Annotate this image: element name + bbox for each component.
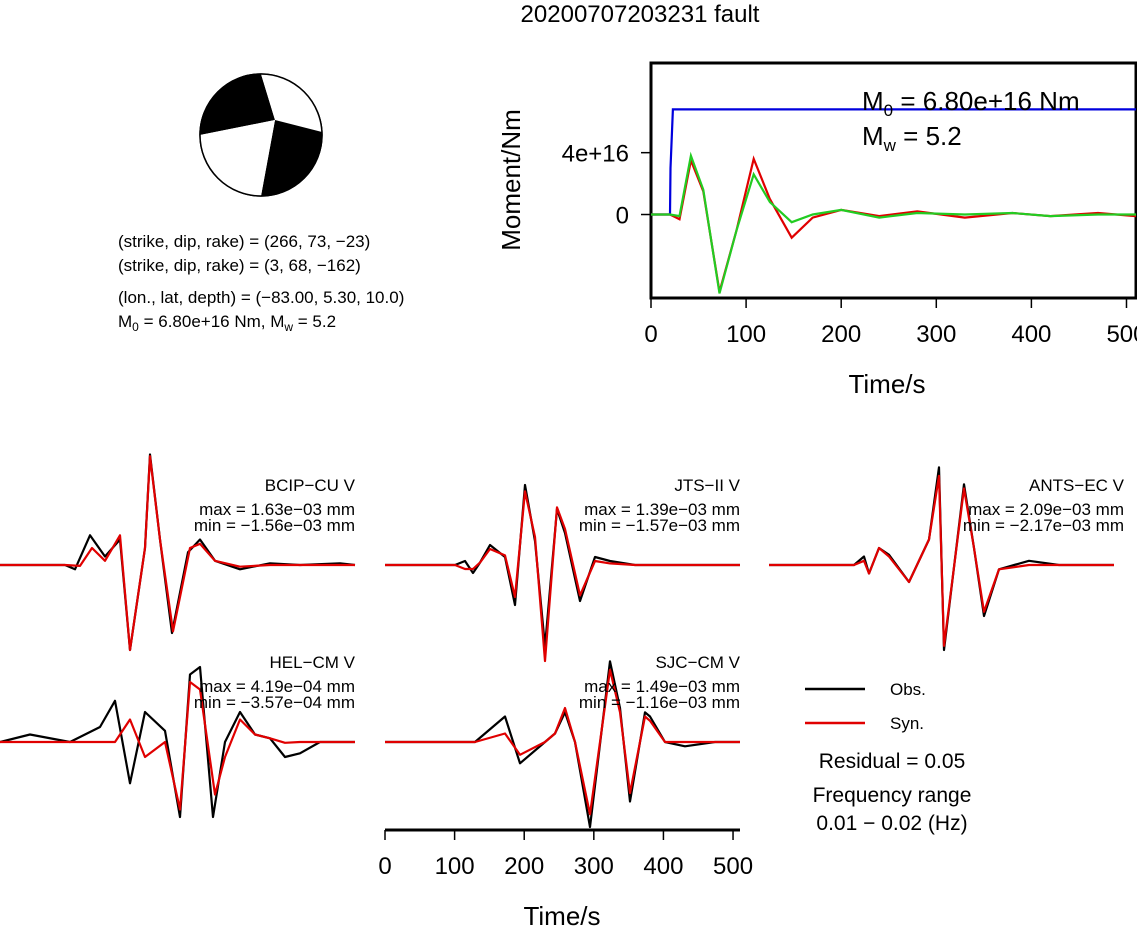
synthetic-trace bbox=[385, 490, 740, 663]
synthetic-trace bbox=[0, 680, 355, 811]
moment-mw-label: Mw = 5.2 bbox=[862, 121, 962, 155]
station-max: max = 1.39e−03 mm bbox=[584, 500, 740, 519]
waveform-axis-tick-label: 200 bbox=[504, 853, 544, 880]
station-min: min = −1.57e−03 mm bbox=[579, 516, 740, 535]
moment-plot-frame bbox=[649, 61, 1137, 300]
moment-x-tick-label: 100 bbox=[726, 321, 766, 348]
cumulative-moment-line bbox=[651, 108, 1136, 216]
moment-oscillation-green bbox=[651, 151, 1136, 294]
waveform-x-axis-label: Time/s bbox=[523, 901, 600, 927]
hypocenter-location: (lon., lat, depth) = (−83.00, 5.30, 10.0… bbox=[118, 288, 404, 307]
waveform-axis-tick-label: 0 bbox=[378, 853, 391, 880]
station-name: ANTS−EC V bbox=[1029, 476, 1125, 495]
station-min: min = −1.56e−03 mm bbox=[194, 516, 355, 535]
moment-x-tick-label: 500 bbox=[1106, 321, 1137, 348]
frequency-range-title: Frequency range bbox=[813, 784, 972, 807]
station-max: max = 1.63e−03 mm bbox=[199, 500, 355, 519]
synthetic-trace bbox=[385, 668, 740, 816]
waveform-axis-tick-label: 400 bbox=[643, 853, 683, 880]
nodal-plane-1: (strike, dip, rake) = (266, 73, −23) bbox=[118, 232, 370, 251]
moment-plot: 010020030040050004e+16 M0 = 6.80e+16 Nm … bbox=[496, 61, 1137, 399]
synthetic-trace bbox=[769, 474, 1114, 647]
residual-label: Residual = 0.05 bbox=[819, 750, 966, 773]
moment-x-axis-label: Time/s bbox=[848, 369, 925, 399]
waveform-axis-tick-label: 500 bbox=[713, 853, 753, 880]
station-max: max = 4.19e−04 mm bbox=[199, 677, 355, 696]
station-name: HEL−CM V bbox=[270, 653, 356, 672]
legend-syn-label: Syn. bbox=[890, 714, 924, 733]
station-name: BCIP−CU V bbox=[265, 476, 356, 495]
station-max: max = 1.49e−03 mm bbox=[584, 677, 740, 696]
station-name: SJC−CM V bbox=[655, 653, 740, 672]
figure-title: 20200707203231 fault bbox=[521, 1, 760, 28]
moment-y-tick-label: 0 bbox=[616, 203, 629, 230]
nodal-plane-2: (strike, dip, rake) = (3, 68, −162) bbox=[118, 256, 361, 275]
moment-m0-label: M0 = 6.80e+16 Nm bbox=[862, 86, 1080, 120]
station-min: min = −3.57e−04 mm bbox=[194, 693, 355, 712]
synthetic-trace bbox=[0, 455, 355, 652]
frequency-range-value: 0.01 − 0.02 (Hz) bbox=[816, 812, 967, 835]
legend-obs-label: Obs. bbox=[890, 680, 926, 699]
moment-x-tick-label: 300 bbox=[916, 321, 956, 348]
waveform-time-axis: 0 100 200 300 400 500 bbox=[378, 828, 753, 880]
waveform-axis-tick-label: 300 bbox=[574, 853, 614, 880]
moment-y-axis-label: Moment/Nm bbox=[496, 109, 526, 251]
station-name: JTS−II V bbox=[674, 476, 740, 495]
waveform-axis-tick-label: 100 bbox=[435, 853, 475, 880]
magnitude-summary: M0 = 6.80e+16 Nm, Mw = 5.2 bbox=[118, 312, 336, 334]
moment-y-tick-label: 4e+16 bbox=[562, 141, 629, 168]
waveform-legend: Obs. Syn. bbox=[805, 680, 926, 733]
focal-mechanism-beachball bbox=[199, 73, 323, 197]
moment-x-tick-label: 200 bbox=[821, 321, 861, 348]
station-min: min = −2.17e−03 mm bbox=[963, 516, 1124, 535]
moment-x-tick-label: 0 bbox=[644, 321, 657, 348]
moment-x-tick-label: 400 bbox=[1011, 321, 1051, 348]
observed-trace bbox=[0, 665, 355, 819]
station-max: max = 2.09e−03 mm bbox=[968, 500, 1124, 519]
moment-oscillation-red bbox=[651, 155, 1137, 293]
station-min: min = −1.16e−03 mm bbox=[579, 693, 740, 712]
